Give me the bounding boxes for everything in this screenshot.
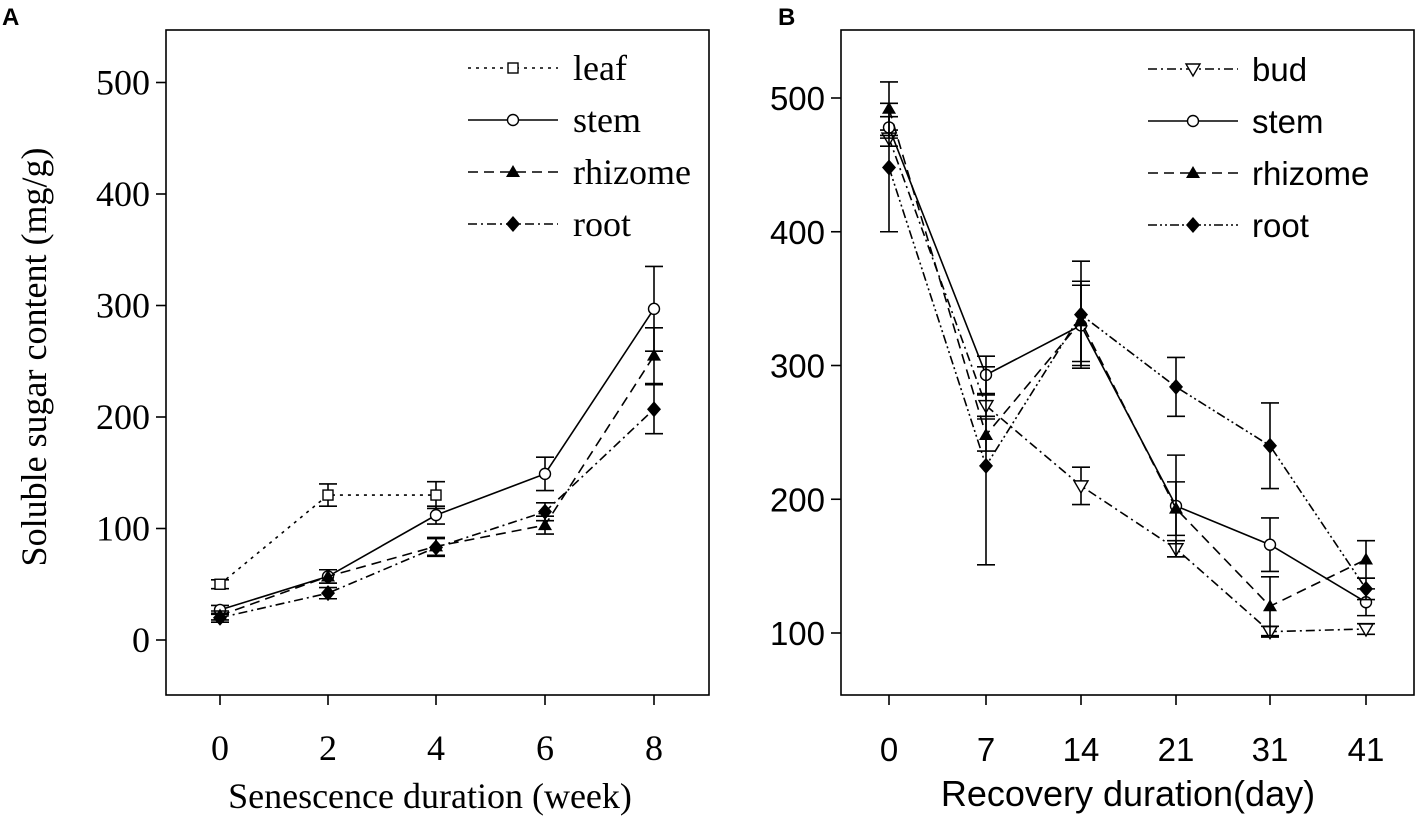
- point-rhizome: [1263, 599, 1277, 612]
- legend-marker-bud: [1184, 63, 1202, 78]
- point-rhizome: [538, 518, 552, 531]
- x-tick-label: 31: [1252, 731, 1289, 768]
- y-tick-label: 100: [96, 509, 150, 549]
- point-root: [1074, 306, 1088, 323]
- panel-a-label: A: [2, 4, 19, 31]
- point-root: [213, 609, 227, 626]
- point-stem: [429, 508, 443, 522]
- y-tick-label: 100: [770, 615, 825, 652]
- y-tick-label: 500: [96, 63, 150, 103]
- panel-b-x-axis-title: Recovery duration(day): [941, 773, 1315, 814]
- y-tick-label: 200: [96, 397, 150, 437]
- panel-b-plot-area: 100 200 300 400 500 0 7 14 21 31 41: [770, 80, 1384, 768]
- series-line-stem: [219, 308, 655, 611]
- series-line-rhizome: [888, 108, 1367, 608]
- panel-b-label: B: [778, 4, 795, 31]
- point-stem: [1263, 538, 1277, 551]
- legend-marker-root: [506, 216, 520, 232]
- panel-a: A 0 100 200 300 400 500 0 2 4 6 8 leaf stem rhizome r…: [2, 4, 710, 816]
- panel-a-plot-area: 0 100 200 300 400 500 0 2 4 6 8: [96, 63, 663, 768]
- y-tick-label: 300: [96, 286, 150, 326]
- x-tick-label: 6: [536, 728, 554, 768]
- point-root: [538, 503, 552, 520]
- legend-marker-rhizome: [506, 165, 520, 177]
- point-root: [647, 401, 661, 418]
- legend-label-root: root: [1252, 207, 1309, 244]
- panel-b: B 100 200 300 400 500 0 7 14 21 31 41 bud stem rhizo…: [770, 4, 1415, 814]
- legend-marker-leaf: [507, 62, 519, 74]
- legend-label-leaf: leaf: [573, 48, 627, 88]
- point-rhizome: [321, 569, 335, 582]
- x-tick-label: 21: [1158, 731, 1195, 768]
- point-root: [429, 539, 443, 556]
- x-tick-label: 0: [880, 731, 898, 768]
- point-root: [321, 585, 335, 602]
- point-bud: [1357, 623, 1375, 638]
- legend-label-stem: stem: [573, 100, 641, 140]
- y-tick-label: 300: [770, 348, 825, 385]
- panel-a-frame: [165, 29, 710, 696]
- y-tick-label: 500: [770, 80, 825, 117]
- x-tick-label: 4: [427, 728, 445, 768]
- panel-a-legend: leaf stem rhizome root: [468, 48, 691, 244]
- series-line-root: [888, 167, 1367, 590]
- point-bud: [1072, 480, 1090, 495]
- x-tick-label: 14: [1063, 731, 1100, 768]
- x-tick-label: 0: [211, 728, 229, 768]
- x-tick-label: 7: [977, 731, 995, 768]
- point-leaf: [430, 489, 442, 501]
- y-tick-label: 400: [96, 174, 150, 214]
- point-root: [882, 159, 896, 176]
- point-rhizome: [1169, 501, 1183, 514]
- point-leaf: [322, 489, 334, 501]
- point-root: [1359, 580, 1373, 597]
- legend-label-bud: bud: [1252, 51, 1307, 88]
- y-tick-label: 400: [770, 214, 825, 251]
- point-rhizome: [647, 348, 661, 361]
- panel-a-x-axis-title: Senescence duration (week): [228, 776, 632, 816]
- legend-label-stem: stem: [1252, 103, 1324, 140]
- series-line-rhizome: [219, 355, 655, 617]
- panel-a-y-axis-title: Soluble sugar content (mg/g): [14, 148, 54, 567]
- legend-marker-rhizome: [1186, 166, 1200, 178]
- legend-label-rhizome: rhizome: [1252, 155, 1369, 192]
- point-root: [979, 457, 993, 474]
- panel-b-legend: bud stem rhizome root: [1148, 51, 1369, 244]
- legend-marker-stem: [1186, 114, 1200, 128]
- point-rhizome: [1359, 552, 1373, 565]
- point-root: [1263, 437, 1277, 454]
- panel-b-frame: [840, 29, 1415, 696]
- legend-marker-stem: [506, 113, 520, 127]
- point-root: [1169, 378, 1183, 395]
- legend-label-rhizome: rhizome: [573, 152, 691, 192]
- legend-label-root: root: [573, 204, 631, 244]
- y-tick-label: 200: [770, 481, 825, 518]
- y-tick-label: 0: [132, 620, 150, 660]
- x-tick-label: 8: [645, 728, 663, 768]
- x-tick-label: 2: [319, 728, 337, 768]
- point-stem: [538, 467, 552, 481]
- legend-marker-root: [1186, 217, 1200, 233]
- point-stem: [647, 302, 661, 316]
- x-tick-label: 41: [1348, 731, 1385, 768]
- point-leaf: [214, 578, 226, 590]
- series-line-stem: [888, 127, 1367, 603]
